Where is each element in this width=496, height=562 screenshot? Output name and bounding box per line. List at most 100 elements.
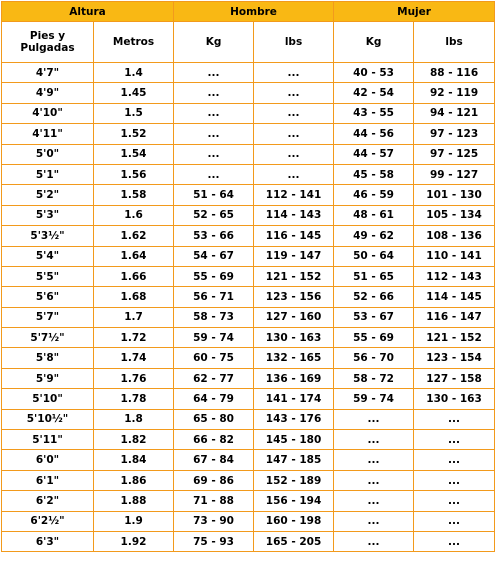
table-body: 4'7" 1.4...... 40 - 53 88 - 116 4'9" 1.45....… [1,61,496,553]
hombre-kg-cell: 56 - 71 [173,286,255,308]
hombre-lbs-cell: 136 - 169 [253,367,335,390]
metros-cell: 1.62 [92,225,175,247]
table-row: 6'2" 1.88 71 - 88 156 - 194...... [1,490,496,512]
metros-cell: 1.76 [92,367,175,390]
hombre-kg-cell: 65 - 80 [173,408,255,431]
pies-pulgadas-cell: 4'11" [1,123,94,145]
hombre-lbs-cell: 114 - 143 [253,204,335,227]
hombre-lbs-cell: 132 - 165 [253,347,335,369]
hombre-kg-cell: ... [173,123,255,145]
hombre-lbs-cell: ... [253,143,335,165]
table-row: 6'0" 1.84 67 - 84 147 - 185...... [1,449,496,471]
metros-header: Metros [92,21,175,63]
hombre-kg-cell: 73 - 90 [173,510,255,532]
pies-pulgadas-cell: 6'2" [1,490,94,512]
pies-pulgadas-cell: 5'10" [1,388,94,410]
hombre-lbs-cell: ... [253,123,335,145]
mujer-kg-cell: 50 - 64 [333,245,415,267]
hombre-kg-cell: 60 - 75 [173,347,255,369]
hombre-lbs-cell: ... [253,163,335,186]
hombre-kg-cell: 62 - 77 [173,367,255,390]
mujer-lbs-cell: ... [413,449,496,471]
hombre-lbs-cell: 152 - 189 [253,469,335,492]
hombre-lbs-cell: 141 - 174 [253,388,335,410]
pies-pulgadas-header: Pies y Pulgadas [1,21,94,63]
hombre-lbs-cell: 160 - 198 [253,510,335,532]
mujer-lbs-cell: 130 - 163 [413,388,496,410]
metros-cell: 1.4 [92,61,175,84]
mujer-kg-cell: 44 - 56 [333,123,415,145]
mujer-kg-cell: 45 - 58 [333,163,415,186]
pies-pulgadas-cell: 4'7" [1,61,94,84]
table-row: 5'9" 1.76 62 - 77 136 - 169 58 - 72 127 - 158 [1,367,496,390]
metros-cell: 1.66 [92,265,175,288]
hombre-kg-cell: 58 - 73 [173,306,255,329]
hombre-lbs-cell: 121 - 152 [253,265,335,288]
mujer-kg-cell: ... [333,429,415,451]
table-row: 5'4" 1.64 54 - 67 119 - 147 50 - 64 110 - 141 [1,245,496,267]
metros-cell: 1.86 [92,469,175,492]
pies-pulgadas-cell: 6'2½" [1,510,94,532]
mujer-lbs-header: lbs [413,21,496,63]
table-row: 4'10" 1.5...... 43 - 55 94 - 121 [1,102,496,125]
pies-pulgadas-cell: 5'4" [1,245,94,267]
mujer-lbs-cell: 105 - 134 [413,204,496,227]
pies-pulgadas-cell: 5'6" [1,286,94,308]
metros-cell: 1.54 [92,143,175,165]
altura-group-header: Altura [0,1,175,22]
mujer-lbs-cell: ... [413,530,496,553]
mujer-lbs-cell: ... [413,490,496,512]
hombre-kg-cell: 51 - 64 [173,184,255,206]
pies-pulgadas-cell: 5'11" [1,429,94,451]
hombre-lbs-header: lbs [253,21,335,63]
mujer-lbs-cell: 92 - 119 [413,82,496,104]
mujer-kg-cell: 51 - 65 [333,265,415,288]
sub-header-row: Pies y Pulgadas Metros Kg lbs Kg lbs [1,21,496,63]
hombre-lbs-cell: 147 - 185 [253,449,335,471]
table-row: 5'7½" 1.72 59 - 74 130 - 163 55 - 69 121 - 15… [1,327,496,349]
hombre-lbs-cell: 130 - 163 [253,327,335,349]
mujer-lbs-cell: 110 - 141 [413,245,496,267]
table-row: 5'3" 1.6 52 - 65 114 - 143 48 - 61 105 - 134 [1,204,496,227]
mujer-lbs-cell: 94 - 121 [413,102,496,125]
metros-cell: 1.56 [92,163,175,186]
mujer-kg-cell: 59 - 74 [333,388,415,410]
pies-pulgadas-cell: 4'10" [1,102,94,125]
metros-cell: 1.72 [92,327,175,349]
metros-cell: 1.5 [92,102,175,125]
table-row: 5'0" 1.54...... 44 - 57 97 - 125 [1,143,496,165]
mujer-lbs-cell: 127 - 158 [413,367,496,390]
hombre-lbs-cell: 116 - 145 [253,225,335,247]
hombre-kg-cell: 55 - 69 [173,265,255,288]
mujer-lbs-cell: 97 - 123 [413,123,496,145]
hombre-kg-cell: 64 - 79 [173,388,255,410]
table-row: 6'2½" 1.9 73 - 90 160 - 198...... [1,510,496,532]
metros-cell: 1.88 [92,490,175,512]
metros-cell: 1.84 [92,449,175,471]
pies-pulgadas-cell: 4'9" [1,82,94,104]
table-row: 4'9" 1.45...... 42 - 54 92 - 119 [1,82,496,104]
metros-cell: 1.45 [92,82,175,104]
mujer-lbs-cell: 108 - 136 [413,225,496,247]
metros-cell: 1.74 [92,347,175,369]
mujer-kg-cell: ... [333,530,415,553]
mujer-kg-cell: 55 - 69 [333,327,415,349]
hombre-kg-cell: 69 - 86 [173,469,255,492]
hombre-kg-cell: 59 - 74 [173,327,255,349]
mujer-lbs-cell: 116 - 147 [413,306,496,329]
mujer-kg-cell: 43 - 55 [333,102,415,125]
metros-cell: 1.82 [92,429,175,451]
hombre-kg-cell: 52 - 65 [173,204,255,227]
hombre-kg-cell: 67 - 84 [173,449,255,471]
table-row: 5'2" 1.58 51 - 64 112 - 141 46 - 59 101 - 130 [1,184,496,206]
hombre-lbs-cell: ... [253,102,335,125]
hombre-kg-cell: 54 - 67 [173,245,255,267]
table-row: 5'10½" 1.8 65 - 80 143 - 176...... [1,408,496,431]
hombre-lbs-cell: 127 - 160 [253,306,335,329]
mujer-kg-cell: 46 - 59 [333,184,415,206]
mujer-kg-cell: ... [333,490,415,512]
mujer-kg-cell: ... [333,510,415,532]
hombre-lbs-cell: 145 - 180 [253,429,335,451]
table-row: 5'8" 1.74 60 - 75 132 - 165 56 - 70 123 - 154 [1,347,496,369]
